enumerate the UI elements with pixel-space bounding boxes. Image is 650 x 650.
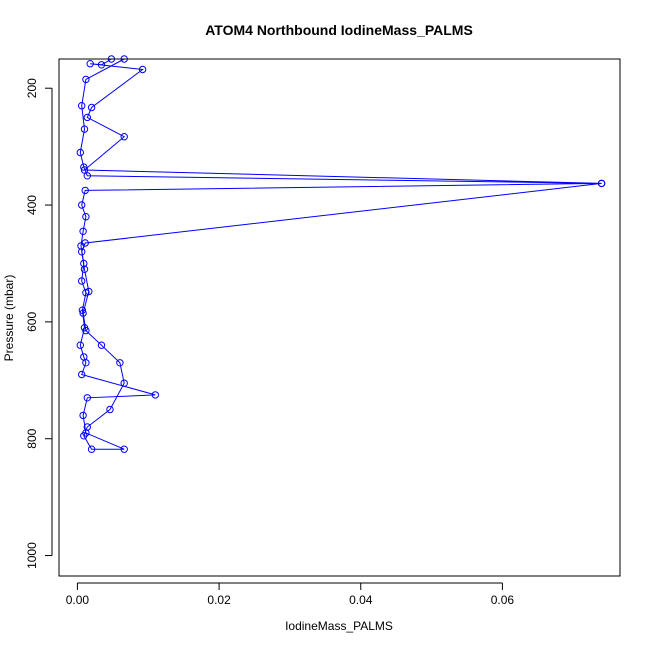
data-point: [80, 125, 89, 133]
data-point: [78, 102, 86, 110]
data-point: [80, 166, 89, 174]
data-point: [106, 405, 114, 414]
data-point: [76, 148, 85, 157]
data-point: [79, 227, 87, 236]
x-axis: 0.00 0.02 0.04 0.06: [66, 582, 515, 607]
data-point: [97, 61, 106, 69]
data-point: [85, 287, 93, 296]
data-point: [138, 65, 147, 74]
data-layer: [76, 55, 606, 453]
data-point: [80, 163, 88, 171]
data-point: [78, 248, 86, 256]
data-point: [82, 359, 90, 367]
data-point: [87, 103, 96, 112]
data-point: [78, 306, 87, 314]
y-axis-label: Pressure (mbar): [2, 275, 16, 362]
x-axis-label: IodineMass_PALMS: [285, 619, 393, 633]
data-point: [120, 133, 128, 141]
y-tick-label: 800: [25, 428, 39, 448]
chart-title: ATOM4 Northbound IodineMass_PALMS: [205, 22, 473, 38]
data-point: [83, 394, 92, 402]
y-tick-label: 200: [25, 78, 39, 98]
x-tick-label: 0.02: [207, 593, 231, 607]
data-point: [97, 341, 106, 349]
data-point: [78, 370, 86, 379]
data-point: [82, 75, 90, 84]
data-point: [597, 179, 606, 188]
data-point: [80, 265, 89, 273]
data-point: [78, 201, 86, 209]
data-point: [151, 391, 160, 399]
data-point: [81, 239, 89, 247]
series-line: [79, 58, 602, 450]
data-point: [78, 277, 86, 285]
y-tick-label: 600: [25, 312, 39, 332]
data-point: [80, 432, 88, 440]
data-point: [120, 445, 128, 453]
data-point: [120, 379, 128, 387]
data-point: [81, 186, 89, 195]
data-point: [79, 309, 87, 317]
y-tick-label: 1000: [25, 542, 39, 569]
y-axis: 200 400 600 800 1000: [25, 78, 53, 569]
data-point: [83, 172, 92, 180]
data-point: [76, 341, 85, 349]
data-point: [87, 445, 96, 453]
data-point: [83, 423, 92, 431]
data-point: [82, 326, 90, 335]
x-tick-label: 0.00: [66, 593, 90, 607]
x-tick-label: 0.04: [349, 593, 373, 607]
data-point: [79, 411, 87, 420]
data-point: [86, 60, 94, 68]
x-tick-label: 0.06: [491, 593, 515, 607]
y-tick-label: 400: [25, 195, 39, 215]
plot-frame: [58, 58, 621, 577]
data-point: [116, 359, 124, 367]
data-point: [82, 213, 90, 221]
data-point: [83, 113, 92, 122]
data-point: [80, 259, 88, 268]
